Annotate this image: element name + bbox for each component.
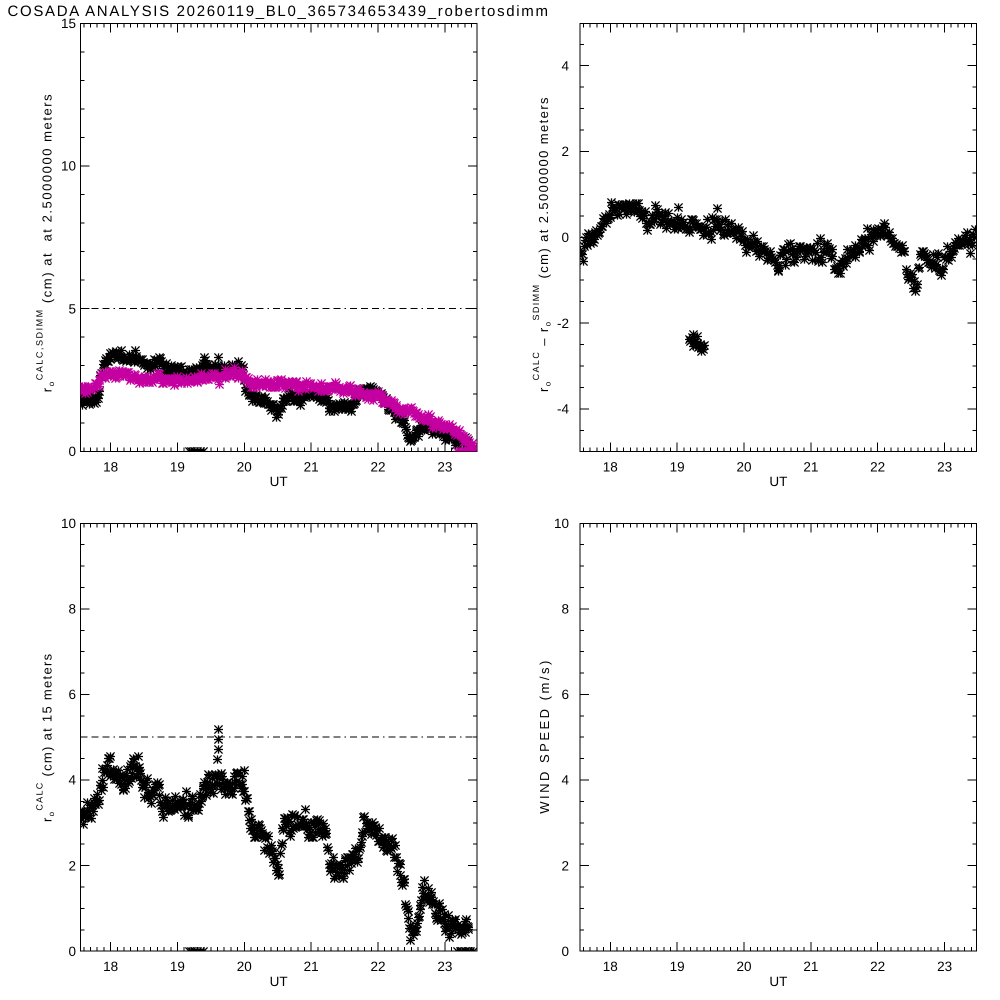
svg-text:roCALC (cm) at 15 meters: roCALC (cm) at 15 meters <box>35 653 57 822</box>
svg-text:6: 6 <box>68 687 76 702</box>
svg-text:18: 18 <box>103 959 118 974</box>
svg-text:22: 22 <box>870 460 885 475</box>
svg-text:5: 5 <box>68 301 76 316</box>
svg-text:18: 18 <box>603 460 618 475</box>
svg-text:8: 8 <box>68 602 76 617</box>
svg-text:22: 22 <box>370 460 385 475</box>
svg-text:COSADA ANALYSIS 20260119_BL0_3: COSADA ANALYSIS 20260119_BL0_36573465343… <box>8 3 550 20</box>
svg-text:0: 0 <box>561 944 569 959</box>
svg-text:UT: UT <box>769 474 787 489</box>
svg-text:20: 20 <box>736 460 751 475</box>
svg-text:6: 6 <box>561 687 569 702</box>
svg-text:19: 19 <box>170 460 185 475</box>
svg-text:roCALC,SDIMM (cm) at at 2.500: roCALC,SDIMM (cm) at at 2.5000000 meters <box>35 93 57 392</box>
svg-text:18: 18 <box>603 959 618 974</box>
svg-text:8: 8 <box>561 602 569 617</box>
svg-text:23: 23 <box>937 959 952 974</box>
svg-text:23: 23 <box>437 959 452 974</box>
svg-text:4: 4 <box>561 773 569 788</box>
svg-text:19: 19 <box>170 959 185 974</box>
svg-text:0: 0 <box>68 944 76 959</box>
svg-text:21: 21 <box>803 460 818 475</box>
svg-text:0: 0 <box>561 230 569 245</box>
svg-text:4: 4 <box>561 58 569 73</box>
svg-text:19: 19 <box>670 959 685 974</box>
svg-text:-4: -4 <box>557 402 569 417</box>
svg-text:2: 2 <box>561 144 569 159</box>
svg-text:22: 22 <box>870 959 885 974</box>
svg-text:10: 10 <box>61 516 76 531</box>
svg-text:21: 21 <box>803 959 818 974</box>
svg-text:20: 20 <box>237 959 252 974</box>
svg-text:0: 0 <box>68 444 76 459</box>
svg-text:21: 21 <box>304 460 319 475</box>
svg-text:23: 23 <box>437 460 452 475</box>
svg-text:21: 21 <box>304 959 319 974</box>
svg-text:UT: UT <box>270 474 288 489</box>
svg-text:15: 15 <box>61 16 76 31</box>
svg-text:2: 2 <box>561 858 569 873</box>
svg-text:18: 18 <box>103 460 118 475</box>
svg-text:20: 20 <box>736 959 751 974</box>
svg-text:2: 2 <box>68 858 76 873</box>
svg-text:UT: UT <box>270 974 288 989</box>
svg-text:-2: -2 <box>557 316 569 331</box>
svg-text:4: 4 <box>68 773 76 788</box>
svg-text:20: 20 <box>237 460 252 475</box>
svg-text:22: 22 <box>370 959 385 974</box>
svg-text:19: 19 <box>670 460 685 475</box>
svg-text:23: 23 <box>937 460 952 475</box>
svg-text:WIND SPEED (m/s): WIND SPEED (m/s) <box>537 658 552 814</box>
svg-text:UT: UT <box>769 974 787 989</box>
svg-text:10: 10 <box>61 159 76 174</box>
svg-text:10: 10 <box>554 516 569 531</box>
